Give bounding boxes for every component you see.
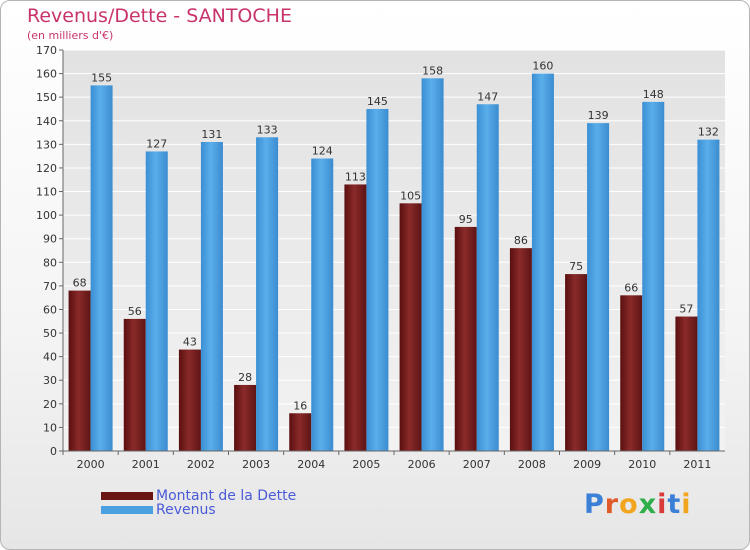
bar-revenus-2003 xyxy=(256,137,279,451)
data-label-dette-2001: 56 xyxy=(128,305,142,318)
y-tick-label: 0 xyxy=(50,445,57,458)
bar-dette-2002 xyxy=(178,349,201,451)
y-tick-label: 70 xyxy=(43,280,57,293)
y-tick-label: 170 xyxy=(36,44,57,57)
x-tick-label-2007: 2007 xyxy=(463,458,491,471)
data-label-revenus-2009: 139 xyxy=(588,109,609,122)
x-tick-label-2008: 2008 xyxy=(518,458,546,471)
bars xyxy=(68,73,720,452)
y-tick-label: 120 xyxy=(36,162,57,175)
y-tick-label: 150 xyxy=(36,91,57,104)
data-label-dette-2009: 75 xyxy=(569,260,583,273)
data-label-revenus-2011: 132 xyxy=(698,126,719,139)
data-label-dette-2007: 95 xyxy=(459,213,473,226)
x-tick-label-2005: 2005 xyxy=(352,458,380,471)
bar-revenus-2000 xyxy=(90,85,113,451)
bar-dette-2000 xyxy=(68,290,91,451)
bar-revenus-2010 xyxy=(642,101,665,452)
data-label-revenus-2001: 127 xyxy=(146,137,167,150)
bar-revenus-2006 xyxy=(421,78,444,452)
chart-subtitle: (en milliers d'€) xyxy=(27,29,114,42)
bar-dette-2005 xyxy=(344,184,367,451)
y-tick-label: 90 xyxy=(43,233,57,246)
data-label-dette-2004: 16 xyxy=(293,399,307,412)
bar-revenus-2002 xyxy=(200,141,223,451)
data-label-revenus-2002: 131 xyxy=(201,128,222,141)
data-label-dette-2006: 105 xyxy=(400,189,421,202)
y-tick-label: 30 xyxy=(43,374,57,387)
y-tick-label: 130 xyxy=(36,138,57,151)
y-tick-label: 40 xyxy=(43,351,57,364)
plot-area xyxy=(63,50,725,451)
data-label-dette-2005: 113 xyxy=(345,170,366,183)
proxiti-logo: Proxiti xyxy=(584,489,692,520)
bar-revenus-2004 xyxy=(311,158,334,451)
bar-revenus-2007 xyxy=(476,104,499,452)
chart-title: Revenus/Dette - SANTOCHE xyxy=(27,5,292,27)
x-tick-label-2004: 2004 xyxy=(297,458,325,471)
y-tick-label: 160 xyxy=(36,68,57,81)
x-tick-label-2010: 2010 xyxy=(628,458,656,471)
data-label-dette-2002: 43 xyxy=(183,336,197,349)
x-tick-label-2006: 2006 xyxy=(408,458,436,471)
data-labels: 68 155 56 127 43 131 28 133 16 124 113 145 105 158 95 1… xyxy=(73,60,719,413)
bar-dette-2011 xyxy=(675,316,698,451)
grid-lines xyxy=(63,49,725,428)
bar-revenus-2008 xyxy=(531,73,554,452)
legend-swatch-revenus xyxy=(101,506,153,514)
bar-dette-2003 xyxy=(234,384,257,451)
legend-item-dette: Montant de la Dette xyxy=(101,489,296,503)
x-axis: 2000 2001 2002 2003 2004 2005 2006 2007 2008 2009… xyxy=(62,450,725,471)
y-tick-label: 60 xyxy=(43,303,57,316)
bar-revenus-2009 xyxy=(587,123,610,451)
data-label-revenus-2008: 160 xyxy=(532,60,553,73)
bar-dette-2004 xyxy=(289,413,312,451)
bar-dette-2007 xyxy=(454,226,477,451)
y-tick-label: 80 xyxy=(43,256,57,269)
legend-swatch-dette xyxy=(101,492,153,500)
y-tick-label: 50 xyxy=(43,327,57,340)
data-label-revenus-2003: 133 xyxy=(257,123,278,136)
data-label-dette-2000: 68 xyxy=(73,277,87,290)
data-label-revenus-2007: 147 xyxy=(477,90,498,103)
bar-dette-2008 xyxy=(509,248,532,451)
data-label-revenus-2004: 124 xyxy=(312,145,333,158)
bar-dette-2001 xyxy=(123,318,146,451)
x-tick-label-2011: 2011 xyxy=(683,458,711,471)
bar-revenus-2011 xyxy=(697,139,720,451)
y-tick-label: 110 xyxy=(36,186,57,199)
data-label-dette-2010: 66 xyxy=(624,281,638,294)
data-label-revenus-2006: 158 xyxy=(422,64,443,77)
x-tick-label-2000: 2000 xyxy=(77,458,105,471)
bar-dette-2009 xyxy=(565,274,588,451)
bar-revenus-2005 xyxy=(366,108,389,452)
x-tick-label-2002: 2002 xyxy=(187,458,215,471)
data-label-revenus-2010: 148 xyxy=(643,88,664,101)
legend-item-revenus: Revenus xyxy=(101,503,216,517)
bar-dette-2010 xyxy=(620,295,643,451)
legend-label-revenus: Revenus xyxy=(156,502,216,518)
y-tick-label: 100 xyxy=(36,209,57,222)
data-label-dette-2011: 57 xyxy=(679,303,693,316)
x-tick-label-2009: 2009 xyxy=(573,458,601,471)
data-label-dette-2003: 28 xyxy=(238,371,252,384)
data-label-revenus-2000: 155 xyxy=(91,71,112,84)
data-label-dette-2008: 86 xyxy=(514,234,528,247)
legend-label-dette: Montant de la Dette xyxy=(156,488,297,504)
x-tick-label-2001: 2001 xyxy=(132,458,160,471)
data-label-revenus-2005: 145 xyxy=(367,95,388,108)
y-tick-label: 140 xyxy=(36,115,57,128)
bar-revenus-2001 xyxy=(145,151,168,451)
y-tick-label: 10 xyxy=(43,421,57,434)
x-tick-label-2003: 2003 xyxy=(242,458,270,471)
y-tick-label: 20 xyxy=(43,398,57,411)
bar-dette-2006 xyxy=(399,203,422,451)
y-axis: 0 10 20 30 40 50 60 70 80 90 100 110 120 130 140 150 160… xyxy=(36,44,64,458)
